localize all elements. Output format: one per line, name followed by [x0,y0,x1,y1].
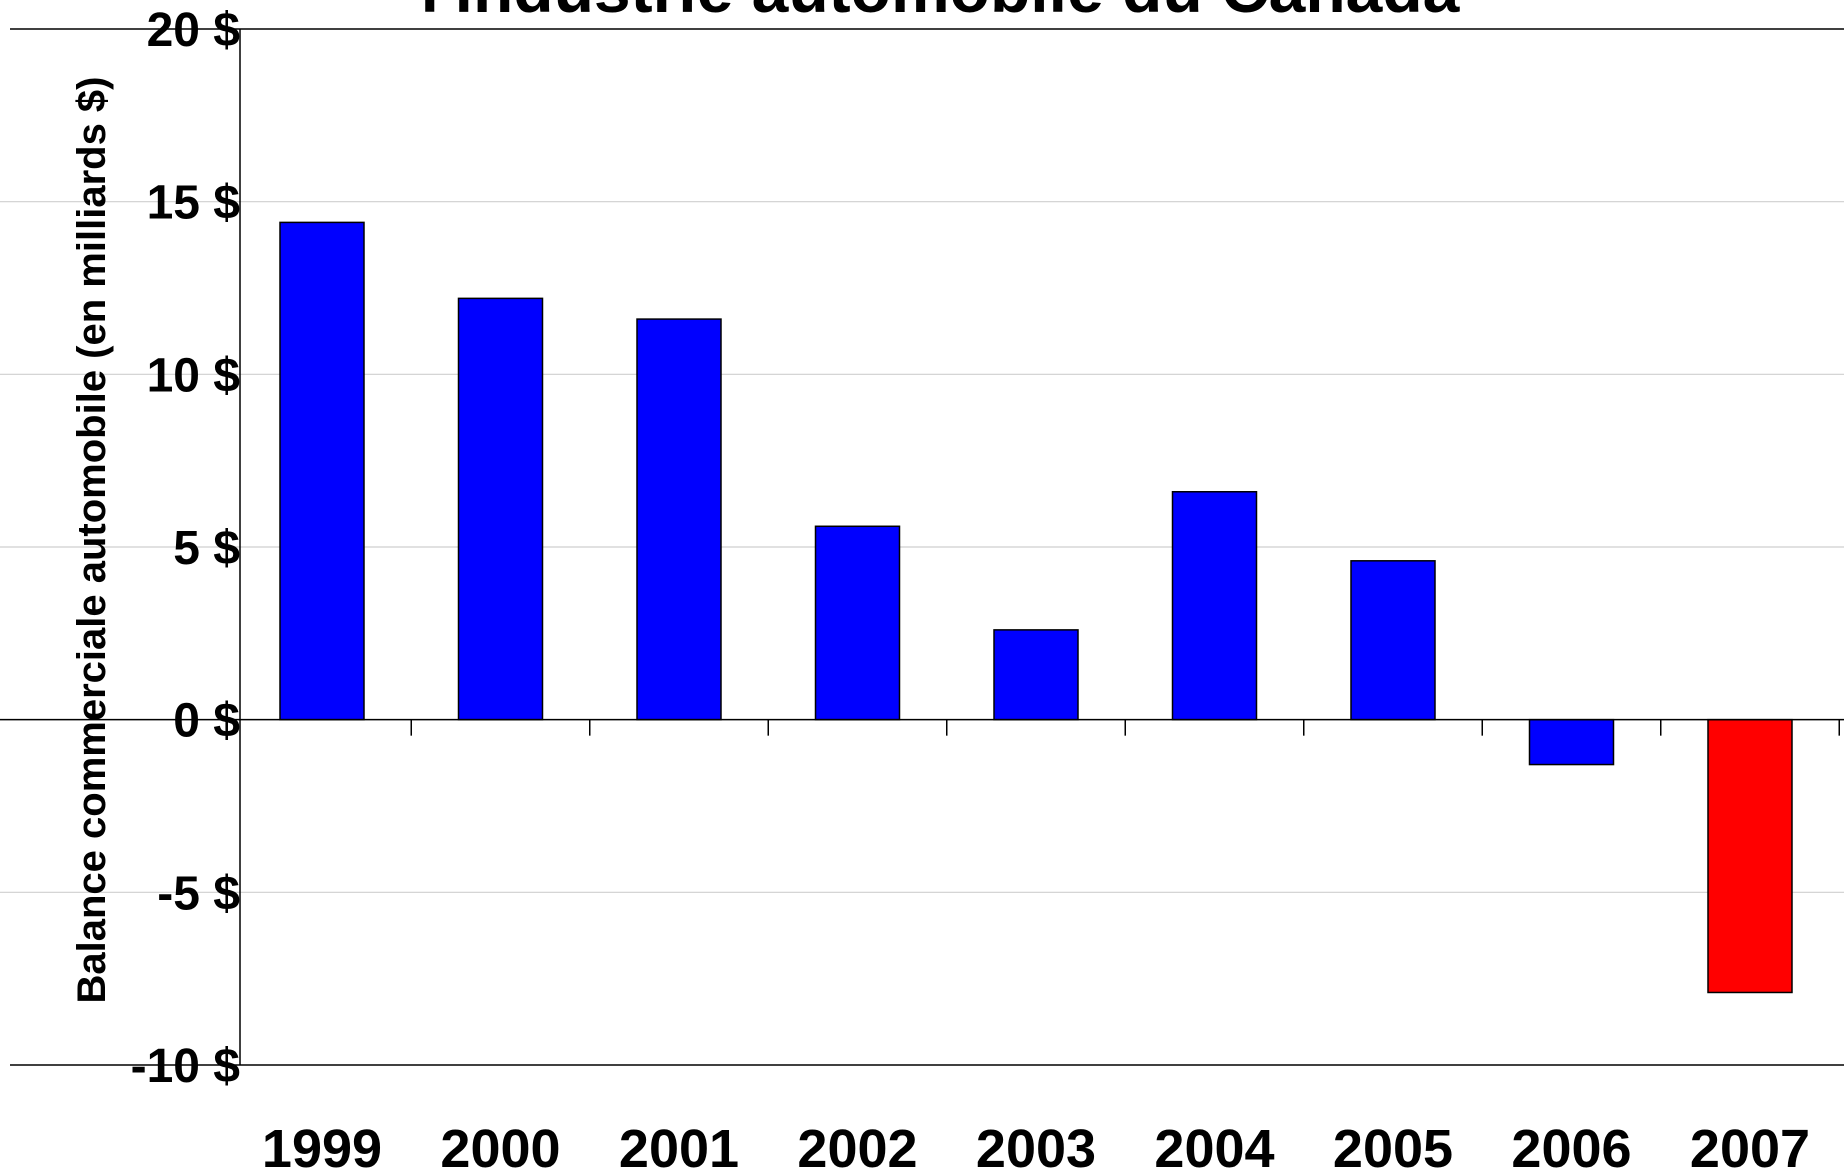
y-tick-label: -10 $ [131,1040,241,1093]
x-tick-label: 2003 [976,1119,1096,1173]
bar-2000 [457,297,544,721]
bar-2004 [1171,490,1258,721]
y-tick-label: 10 $ [147,349,241,402]
x-tick-label: 2007 [1690,1119,1810,1173]
y-tick-label: 20 $ [147,4,241,57]
bars [279,221,1793,994]
x-tick-label: 2001 [619,1119,739,1173]
bar-2001 [636,318,722,721]
x-tick-label: 1999 [262,1119,382,1173]
axes [0,29,1844,1065]
x-tick-label: 2004 [1154,1119,1274,1173]
x-tick-label: 2000 [440,1119,560,1173]
x-tick-label: 2002 [797,1119,917,1173]
y-tick-label: 0 $ [173,695,240,748]
y-tick-label: 15 $ [147,177,241,230]
y-tick-labels: 20 $ 15 $ 10 $ 5 $ 0 $ -5 $ -10 $ [131,4,241,1093]
x-tick-label: 2006 [1511,1119,1631,1173]
bar-2002 [814,525,901,721]
x-tick-label: 2005 [1333,1119,1453,1173]
bar-1999 [279,221,365,721]
bar-2006 [1528,718,1615,766]
chart-title: l'industrie automobile du Canada [421,0,1461,26]
x-tick-labels: 1999 2000 2001 2002 2003 2004 2005 2006 2007 [262,1119,1810,1173]
bar-2007 [1707,718,1793,994]
gridlines [0,28,1844,1066]
bar-2005 [1350,560,1436,721]
y-tick-label: -5 $ [157,867,240,920]
y-axis-label: Balance commerciale automobile (en milli… [70,77,114,1004]
y-tick-label: 5 $ [173,522,240,575]
bar-2003 [993,629,1079,721]
